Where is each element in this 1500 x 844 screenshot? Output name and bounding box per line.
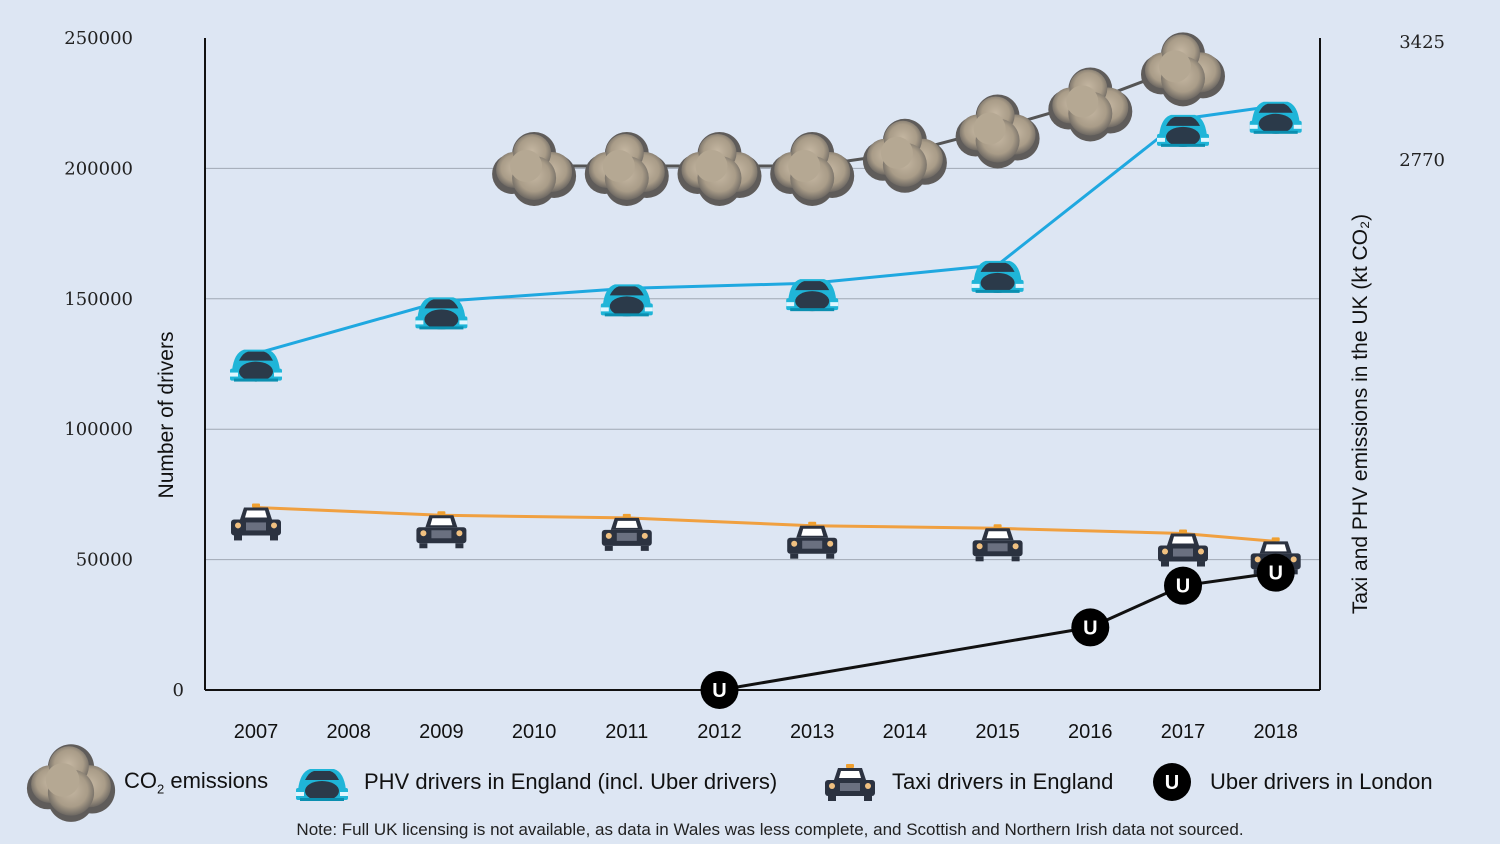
uber-icon: U (1153, 763, 1191, 801)
legend-label-uber: Uber drivers in London (1210, 769, 1433, 794)
uber-marker-letter: U (1176, 576, 1190, 598)
cloud-icon (26, 744, 116, 822)
legend-label-co2: CO2 emissions (124, 767, 269, 797)
y-tick-label-left: 100000 (64, 419, 133, 440)
car-icon (296, 769, 348, 801)
cloud-marker (770, 131, 855, 206)
x-tick-label: 2017 (1161, 721, 1206, 742)
y-tick-label-left: 200000 (64, 158, 133, 179)
car-marker (786, 279, 839, 312)
x-tick-label: 2016 (1068, 721, 1113, 742)
y-tick-label-left: 50000 (76, 550, 133, 571)
tick-labels: 250000 200000 150000 100000 50000 0 3425 2770 20… (64, 28, 1445, 742)
x-tick-label: 2008 (326, 721, 371, 742)
legend-label-taxi: Taxi drivers in England (892, 769, 1114, 794)
legend-item-co2: CO2 emissions (26, 742, 268, 822)
car-marker (600, 284, 653, 317)
y-tick-label-right: 2770 (1399, 150, 1445, 171)
legend-item-uber: U Uber drivers in London (1150, 742, 1433, 822)
car-marker (1157, 114, 1209, 147)
chart: 250000 200000 150000 100000 50000 0 3425 2770 20… (64, 28, 1445, 742)
cloud-marker (677, 131, 762, 206)
x-tick-label: 2010 (512, 721, 557, 742)
x-tick-label: 2018 (1253, 721, 1298, 742)
legend: CO2 emissions PHV drivers in England (in… (0, 742, 1500, 822)
uber-marker-letter: U (712, 680, 726, 702)
cloud-marker (1141, 32, 1225, 107)
x-tick-label: 2007 (234, 721, 279, 742)
axes (204, 38, 1321, 691)
legend-item-taxi: Taxi drivers in England (820, 742, 1113, 822)
legend-label-phv: PHV drivers in England (incl. Uber drive… (364, 769, 778, 794)
uber-marker-circle (1071, 608, 1110, 647)
series-markers: U U U U (230, 32, 1302, 709)
car-marker (971, 260, 1024, 293)
x-tick-label: 2012 (697, 721, 742, 742)
series-line (255, 104, 1276, 356)
uber-marker: U (1164, 566, 1202, 605)
uber-marker: U (1071, 608, 1110, 647)
y-tick-label-left: 150000 (64, 289, 133, 310)
y-axis-title-right: Taxi and PHV emissions in the UK (kt CO₂… (1349, 214, 1372, 614)
taxi-icon (825, 764, 875, 801)
cloud-marker (492, 131, 577, 206)
uber-marker-circle (1164, 566, 1202, 605)
x-tick-label: 2009 (419, 721, 464, 742)
series-line (255, 505, 1276, 543)
gridlines (205, 167, 1320, 561)
y-tick-label-right: 3425 (1399, 32, 1445, 53)
series-lines (255, 64, 1276, 692)
x-tick-label: 2013 (790, 721, 835, 742)
x-tick-label: 2014 (883, 721, 928, 742)
uber-marker: U (1256, 553, 1295, 592)
y-tick-label-left: 0 (173, 680, 184, 701)
y-axis-title-left: Number of drivers (155, 332, 178, 499)
uber-marker-circle (1256, 553, 1295, 592)
car-marker (230, 349, 282, 382)
footnote: Note: Full UK licensing is not available… (296, 820, 1244, 839)
uber-marker-circle (700, 671, 739, 709)
uber-marker: U (700, 671, 739, 709)
car-marker (1249, 101, 1302, 134)
uber-marker-letter: U (1268, 563, 1282, 585)
legend-item-phv: PHV drivers in England (incl. Uber drive… (292, 742, 777, 822)
cloud-marker (955, 94, 1040, 169)
uber-marker-letter: U (1083, 617, 1097, 639)
cloud-marker (584, 131, 669, 206)
cloud-marker (862, 118, 947, 193)
series-line (719, 571, 1276, 692)
svg-text:U: U (1165, 772, 1179, 794)
x-tick-label: 2015 (975, 721, 1020, 742)
x-tick-label: 2011 (605, 721, 648, 742)
car-marker (415, 297, 468, 330)
y-tick-label-left: 250000 (64, 28, 133, 49)
cloud-marker (1048, 67, 1133, 142)
